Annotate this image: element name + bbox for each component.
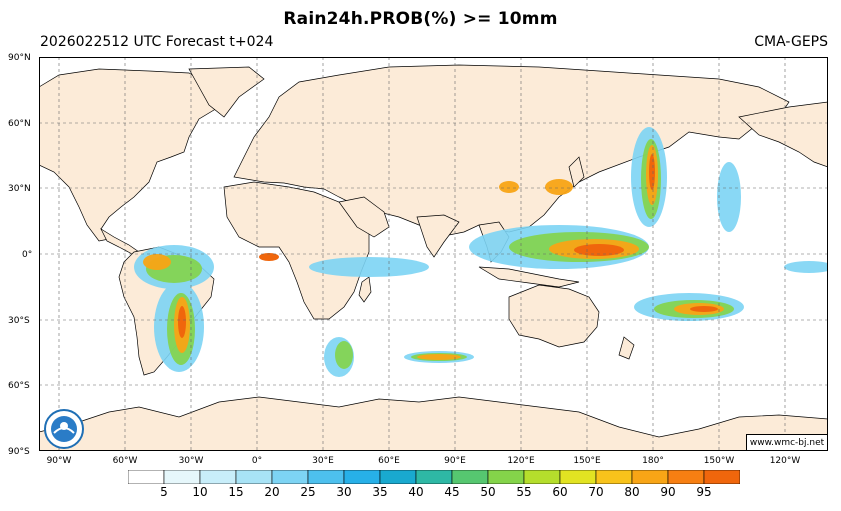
colorbar-cell: [128, 470, 165, 484]
lat-label: 60°N: [8, 119, 31, 129]
colorbar-label: 45: [444, 485, 460, 499]
lat-label: 60°S: [8, 381, 30, 391]
lon-label: 150°E: [573, 456, 601, 466]
lon-label: 90°E: [444, 456, 466, 466]
colorbar-cell: [307, 470, 345, 484]
colorbar-label: 70: [588, 485, 604, 499]
antarctica: [39, 396, 828, 451]
colorbar-cell: [271, 470, 309, 484]
colorbar-label: 20: [264, 485, 280, 499]
colorbar-cell: [631, 470, 669, 484]
lon-label: 90°W: [46, 456, 72, 466]
colorbar-cell: [703, 470, 740, 484]
lat-label: 90°S: [8, 447, 30, 457]
lat-label: 0°: [22, 250, 33, 260]
colorbar-label: 50: [480, 485, 496, 499]
new-zealand: [618, 336, 635, 360]
lon-label: 120°E: [507, 456, 535, 466]
map-frame: [39, 57, 828, 451]
colorbar-label: 95: [696, 485, 712, 499]
probability-map: [39, 57, 828, 451]
africa: [223, 181, 370, 320]
chart-title: Rain24h.PROB(%) >= 10mm: [283, 9, 558, 29]
australia: [508, 284, 600, 348]
colorbar-cell: [487, 470, 525, 484]
indonesia: [478, 266, 580, 288]
colorbar-label: 5: [160, 485, 168, 499]
colorbar-cell: [595, 470, 633, 484]
north-america: [39, 68, 220, 242]
lat-label: 30°N: [8, 184, 31, 194]
cma-logo-icon: [44, 409, 84, 449]
lon-label: 0°: [251, 456, 263, 466]
madagascar: [358, 276, 372, 303]
colorbar-label: 55: [516, 485, 532, 499]
colorbar-cell: [199, 470, 237, 484]
colorbar-label: 15: [228, 485, 244, 499]
colorbar-cell: [163, 470, 201, 484]
lat-label: 30°S: [8, 316, 30, 326]
colorbar-label: 60: [552, 485, 568, 499]
lon-label: 60°E: [378, 456, 400, 466]
credit-label: www.wmc-bj.net: [746, 434, 828, 451]
india: [416, 214, 460, 258]
colorbar-cell: [451, 470, 489, 484]
colorbar-cell: [415, 470, 453, 484]
lon-label: 150°W: [703, 456, 735, 466]
japan: [568, 156, 585, 188]
lon-label: 120°W: [769, 456, 801, 466]
colorbar-cell: [667, 470, 705, 484]
lon-label: 30°E: [312, 456, 334, 466]
colorbar-label: 10: [192, 485, 208, 499]
colorbar-label: 90: [660, 485, 676, 499]
precipitation-probability-field: [134, 127, 828, 377]
lat-label: 90°N: [8, 53, 31, 63]
colorbar: [128, 470, 740, 484]
colorbar-cell: [343, 470, 381, 484]
lon-label: 60°W: [112, 456, 138, 466]
model-name-label: CMA-GEPS: [754, 34, 828, 50]
colorbar-cell: [559, 470, 597, 484]
lon-label: 180°: [642, 456, 664, 466]
north-america-east: [738, 101, 828, 168]
colorbar-cell: [235, 470, 273, 484]
lon-label: 30°W: [178, 456, 204, 466]
forecast-time-label: 2026022512 UTC Forecast t+024: [40, 34, 274, 50]
colorbar-label: 25: [300, 485, 316, 499]
colorbar-label: 35: [372, 485, 388, 499]
colorbar-cell: [379, 470, 417, 484]
colorbar-cell: [523, 470, 561, 484]
colorbar-label: 80: [624, 485, 640, 499]
colorbar-label: 40: [408, 485, 424, 499]
greenland: [188, 66, 265, 118]
colorbar-label: 30: [336, 485, 352, 499]
